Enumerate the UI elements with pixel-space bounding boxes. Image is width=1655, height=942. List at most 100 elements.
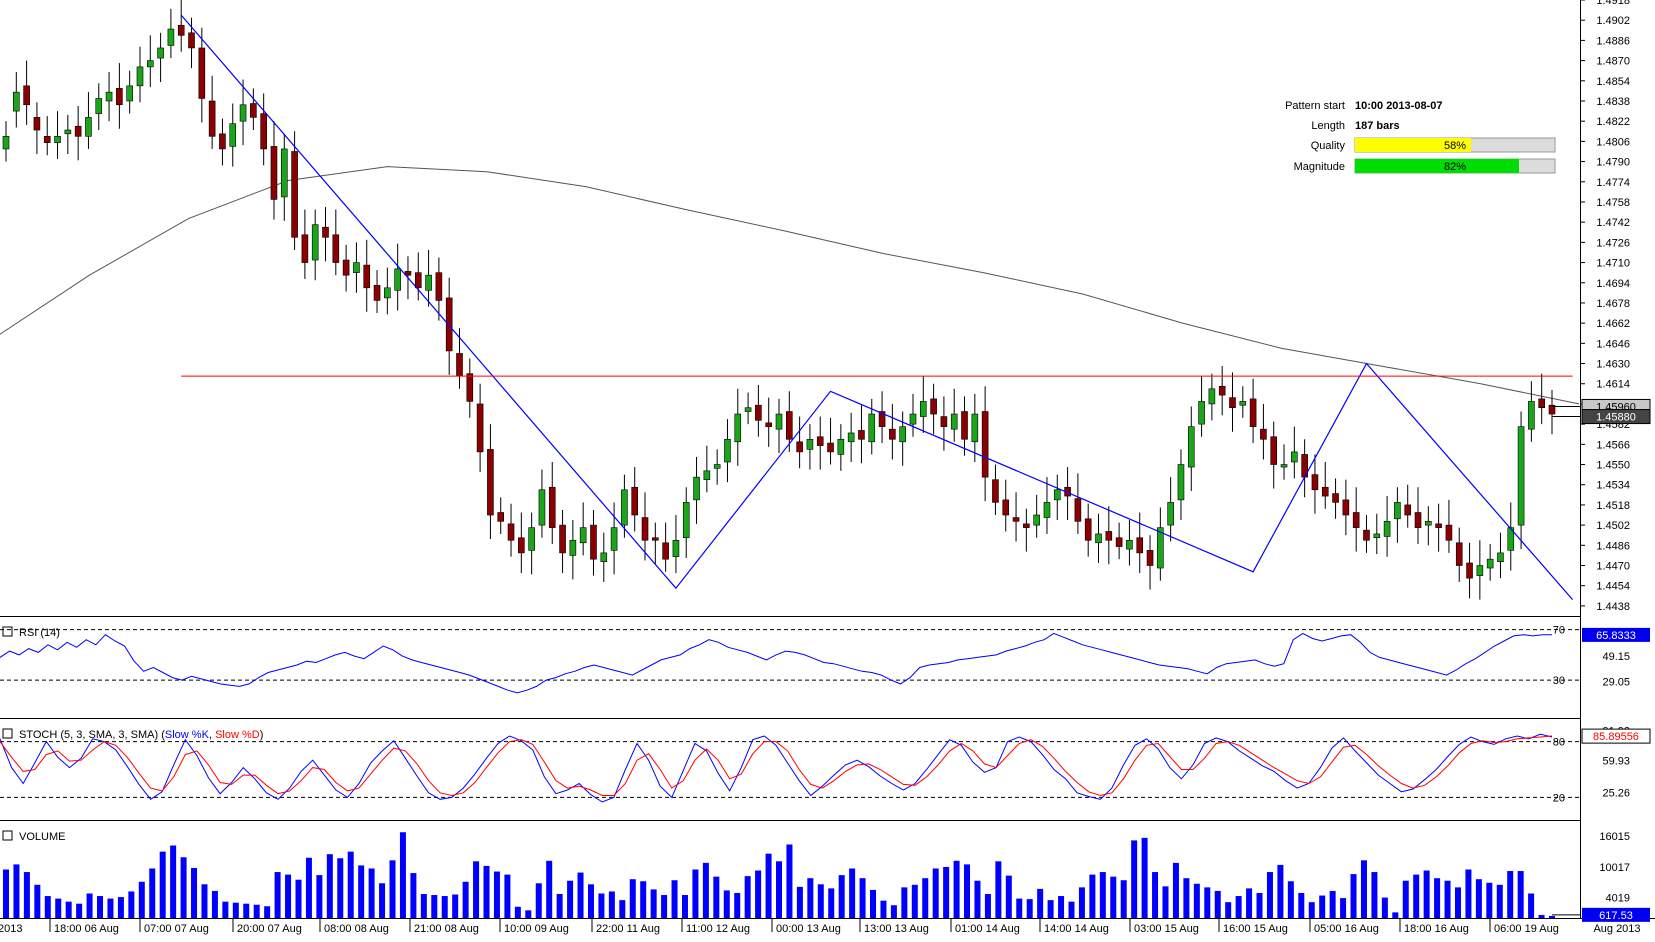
- stoch-close-box[interactable]: [2, 728, 13, 739]
- bullish-candle: [724, 438, 731, 463]
- bullish-candle: [775, 413, 783, 430]
- volume-bar: [149, 868, 156, 918]
- price-tick-label: 1.4758: [1596, 197, 1630, 209]
- length-label: Length: [1311, 120, 1345, 132]
- x-axis-tick-label: 22:00 11 Aug: [596, 923, 660, 935]
- volume-bar: [629, 879, 636, 918]
- volume-bar: [107, 898, 114, 918]
- bullish-candle: [1507, 527, 1515, 551]
- bearish-candle: [796, 441, 803, 453]
- bearish-candle: [373, 284, 381, 301]
- volume-bar: [1120, 880, 1127, 918]
- pattern-info-box: Pattern start 10:00 2013-08-07 Length 18…: [1285, 100, 1556, 174]
- bearish-candle: [1074, 498, 1082, 522]
- bearish-candle: [466, 373, 474, 402]
- bearish-candle: [590, 524, 597, 560]
- volume-bar: [170, 845, 177, 918]
- rsi-close-box[interactable]: [2, 626, 13, 637]
- x-axis-tick-label: 2013: [0, 923, 22, 935]
- volume-bar: [995, 861, 1002, 918]
- volume-bar: [849, 868, 856, 918]
- bearish-candle: [755, 404, 762, 421]
- volume-bar: [305, 857, 312, 918]
- volume-bar: [1496, 884, 1503, 918]
- volume-tick-label: 16015: [1599, 831, 1630, 843]
- quality-value: 58%: [1444, 140, 1466, 152]
- bullish-candle: [1053, 489, 1061, 501]
- volume-bar: [274, 872, 281, 918]
- bearish-candle: [342, 259, 350, 276]
- volume-bar: [890, 905, 897, 918]
- x-axis-tick-label: 18:00 06 Aug: [54, 923, 119, 935]
- volume-bar: [1183, 878, 1190, 918]
- bullish-candle: [425, 274, 432, 291]
- bullish-candle: [610, 527, 618, 551]
- price-tick-label: 1.4678: [1596, 298, 1630, 310]
- bullish-candle: [1517, 426, 1525, 526]
- bearish-candle: [74, 125, 82, 137]
- current-price-label: 1.45880: [1596, 412, 1636, 424]
- x-axis-tick-label: 16:00 15 Aug: [1223, 923, 1288, 935]
- volume-bar: [692, 869, 699, 918]
- volume-bar: [34, 884, 41, 918]
- bullish-candle: [54, 136, 61, 143]
- volume-bar: [243, 903, 250, 918]
- volume-bar: [1360, 860, 1367, 918]
- bearish-candle: [631, 486, 639, 516]
- stoch-d-line: [0, 735, 1553, 797]
- volume-bar: [191, 867, 198, 918]
- rsi-tick-label: 29.05: [1602, 676, 1630, 688]
- volume-bar: [201, 884, 208, 918]
- volume-bar: [796, 886, 803, 918]
- bearish-candle: [497, 512, 505, 522]
- volume-bar: [587, 884, 594, 918]
- bearish-candle: [1270, 436, 1278, 465]
- bullish-candle: [239, 104, 247, 122]
- volume-bar: [138, 881, 145, 918]
- bullish-candle: [1383, 521, 1391, 537]
- volume-close-box[interactable]: [2, 830, 13, 841]
- bearish-candle: [260, 113, 267, 150]
- x-axis-tick-label: 01:00 14 Aug: [955, 923, 1020, 935]
- volume-bar: [974, 880, 981, 918]
- bearish-candle: [992, 479, 999, 503]
- bullish-candle: [13, 91, 20, 112]
- bearish-candle: [270, 146, 278, 200]
- price-tick-label: 1.4918: [1596, 0, 1630, 7]
- volume-bar: [128, 891, 135, 918]
- bullish-candle: [85, 117, 92, 137]
- bearish-candle: [1146, 550, 1154, 566]
- volume-bar: [870, 889, 877, 918]
- volume-bar: [1005, 875, 1012, 918]
- bearish-candle: [1435, 523, 1442, 528]
- x-axis-tick-label: 03:00 15 Aug: [1134, 923, 1199, 935]
- bearish-candle: [1466, 562, 1473, 579]
- stoch-current-marker: [1581, 728, 1651, 744]
- volume-bar: [1037, 888, 1044, 918]
- price-tick-label: 1.4870: [1596, 56, 1630, 68]
- x-axis-tick-label: 21:00 08 Aug: [414, 923, 479, 935]
- bearish-candle: [878, 411, 886, 427]
- bullish-candle: [1425, 521, 1432, 526]
- rsi-current-value: 65.8333: [1596, 630, 1636, 642]
- volume-bar: [1549, 915, 1555, 918]
- volume-bar: [828, 888, 835, 918]
- volume-bar: [577, 872, 584, 918]
- volume-bar: [441, 896, 448, 918]
- volume-bar: [922, 878, 929, 918]
- price-tick-label: 1.4438: [1596, 601, 1630, 613]
- volume-tick-label: 4019: [1606, 892, 1630, 904]
- volume-bar: [253, 904, 260, 918]
- x-axis-tick-label: 11:00 12 Aug: [686, 923, 750, 935]
- rsi-line: [0, 632, 1552, 694]
- bullish-candle: [311, 224, 319, 261]
- volume-bar: [222, 901, 229, 918]
- magnitude-value: 82%: [1444, 161, 1466, 173]
- bearish-candle: [816, 436, 824, 446]
- volume-current-marker: [1582, 907, 1650, 922]
- x-axis-tick-label: 05:00 16 Aug: [1314, 923, 1379, 935]
- volume-bar: [1329, 890, 1336, 918]
